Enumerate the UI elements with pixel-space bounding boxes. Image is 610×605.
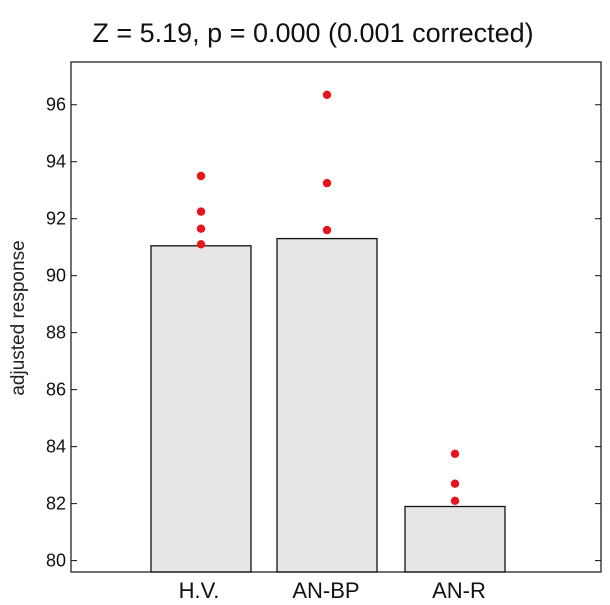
data-point bbox=[450, 449, 460, 458]
plot-area bbox=[150, 90, 506, 573]
data-point bbox=[450, 496, 460, 505]
data-point bbox=[196, 207, 206, 216]
axes-frame bbox=[70, 61, 602, 573]
x-tick-label: H.V. bbox=[179, 578, 220, 603]
data-point bbox=[322, 178, 332, 188]
data-point bbox=[196, 171, 206, 181]
y-tick-label: 80 bbox=[46, 551, 66, 571]
data-point bbox=[322, 90, 332, 100]
y-axis-ticks bbox=[71, 104, 601, 562]
data-point bbox=[450, 479, 460, 488]
x-tick-label: AN-BP bbox=[292, 578, 359, 603]
bar-h-v bbox=[150, 245, 252, 573]
tick-labels: 80 82 84 86 88 90 92 94 96 H.V. AN-BP AN-R bbox=[46, 95, 486, 603]
y-axis-label: adjusted response bbox=[8, 240, 29, 395]
y-tick-label: 94 bbox=[46, 152, 66, 172]
x-tick-label: AN-R bbox=[432, 578, 486, 603]
y-tick-label: 82 bbox=[46, 494, 66, 514]
y-tick-label: 96 bbox=[46, 95, 66, 115]
bar-an-bp bbox=[276, 237, 378, 573]
y-tick-label: 92 bbox=[46, 209, 66, 229]
y-tick-label: 86 bbox=[46, 380, 66, 400]
y-tick-label: 88 bbox=[46, 323, 66, 343]
data-point bbox=[196, 224, 206, 233]
data-point bbox=[196, 240, 206, 249]
bar-an-r bbox=[404, 505, 506, 573]
chart-title: Z = 5.19, p = 0.000 (0.001 corrected) bbox=[92, 18, 533, 48]
y-tick-label: 90 bbox=[46, 266, 66, 286]
data-point bbox=[322, 225, 332, 235]
y-tick-label: 84 bbox=[46, 437, 66, 457]
